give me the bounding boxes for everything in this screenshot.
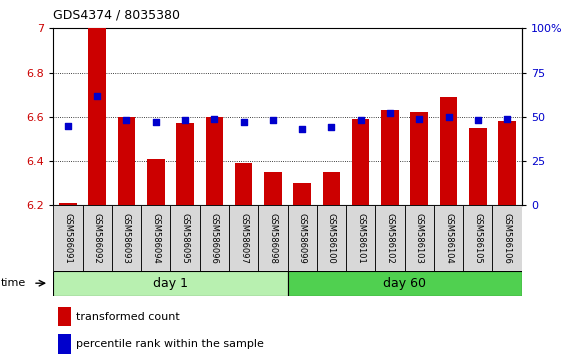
- Bar: [171, 205, 200, 271]
- Point: [268, 118, 277, 123]
- Text: GSM586094: GSM586094: [151, 213, 160, 263]
- Bar: [375, 205, 404, 271]
- Bar: [469, 128, 486, 205]
- Bar: [147, 159, 164, 205]
- Point: [93, 93, 102, 98]
- Point: [503, 116, 512, 121]
- Bar: [287, 271, 522, 296]
- Bar: [205, 117, 223, 205]
- Bar: [352, 119, 370, 205]
- Bar: [53, 205, 82, 271]
- Point: [181, 118, 190, 123]
- Bar: [176, 124, 194, 205]
- Text: GSM586101: GSM586101: [356, 213, 365, 263]
- Bar: [89, 28, 106, 205]
- Bar: [82, 28, 112, 205]
- Point: [327, 125, 336, 130]
- Point: [63, 123, 72, 129]
- Bar: [317, 205, 346, 271]
- Bar: [141, 28, 171, 205]
- Text: GSM586097: GSM586097: [239, 213, 248, 263]
- Bar: [264, 172, 282, 205]
- Bar: [323, 172, 340, 205]
- Text: GSM586098: GSM586098: [268, 213, 277, 263]
- Bar: [463, 205, 493, 271]
- Bar: [463, 28, 493, 205]
- Bar: [440, 97, 457, 205]
- Text: day 60: day 60: [383, 277, 426, 290]
- Bar: [498, 121, 516, 205]
- Text: GSM586096: GSM586096: [210, 213, 219, 263]
- Text: transformed count: transformed count: [76, 312, 180, 322]
- Bar: [434, 205, 463, 271]
- Point: [151, 119, 160, 125]
- Text: GSM586095: GSM586095: [181, 213, 190, 263]
- Text: day 1: day 1: [153, 277, 188, 290]
- Bar: [200, 205, 229, 271]
- Text: GSM586102: GSM586102: [385, 213, 394, 263]
- Bar: [59, 203, 77, 205]
- Bar: [200, 28, 229, 205]
- Point: [385, 110, 394, 116]
- Bar: [112, 205, 141, 271]
- Text: GSM586093: GSM586093: [122, 213, 131, 263]
- Point: [210, 116, 219, 121]
- Text: GSM586092: GSM586092: [93, 213, 102, 263]
- Bar: [434, 28, 463, 205]
- Point: [444, 114, 453, 120]
- Bar: [118, 117, 135, 205]
- Bar: [58, 307, 71, 326]
- Point: [473, 118, 482, 123]
- Bar: [381, 110, 399, 205]
- Bar: [53, 28, 82, 205]
- Bar: [346, 205, 375, 271]
- Bar: [346, 28, 375, 205]
- Bar: [229, 205, 258, 271]
- Bar: [258, 28, 287, 205]
- Bar: [404, 28, 434, 205]
- Bar: [493, 28, 522, 205]
- Bar: [58, 334, 71, 354]
- Bar: [493, 205, 522, 271]
- Bar: [293, 183, 311, 205]
- Text: time: time: [1, 278, 26, 288]
- Bar: [317, 28, 346, 205]
- Point: [122, 118, 131, 123]
- Text: GSM586099: GSM586099: [298, 213, 307, 263]
- Bar: [404, 205, 434, 271]
- Bar: [287, 28, 317, 205]
- Text: GSM586106: GSM586106: [503, 213, 512, 263]
- Bar: [171, 28, 200, 205]
- Text: percentile rank within the sample: percentile rank within the sample: [76, 339, 264, 349]
- Text: GDS4374 / 8035380: GDS4374 / 8035380: [53, 9, 180, 22]
- Point: [415, 116, 424, 121]
- Bar: [258, 205, 287, 271]
- Text: GSM586104: GSM586104: [444, 213, 453, 263]
- Text: GSM586105: GSM586105: [473, 213, 482, 263]
- Text: GSM586091: GSM586091: [63, 213, 72, 263]
- Bar: [287, 205, 317, 271]
- Point: [356, 118, 365, 123]
- Bar: [112, 28, 141, 205]
- Bar: [53, 271, 287, 296]
- Text: GSM586103: GSM586103: [415, 213, 424, 263]
- Bar: [235, 163, 252, 205]
- Bar: [141, 205, 171, 271]
- Bar: [82, 205, 112, 271]
- Bar: [229, 28, 258, 205]
- Point: [239, 119, 248, 125]
- Bar: [411, 113, 428, 205]
- Text: GSM586100: GSM586100: [327, 213, 336, 263]
- Point: [298, 126, 307, 132]
- Bar: [375, 28, 404, 205]
